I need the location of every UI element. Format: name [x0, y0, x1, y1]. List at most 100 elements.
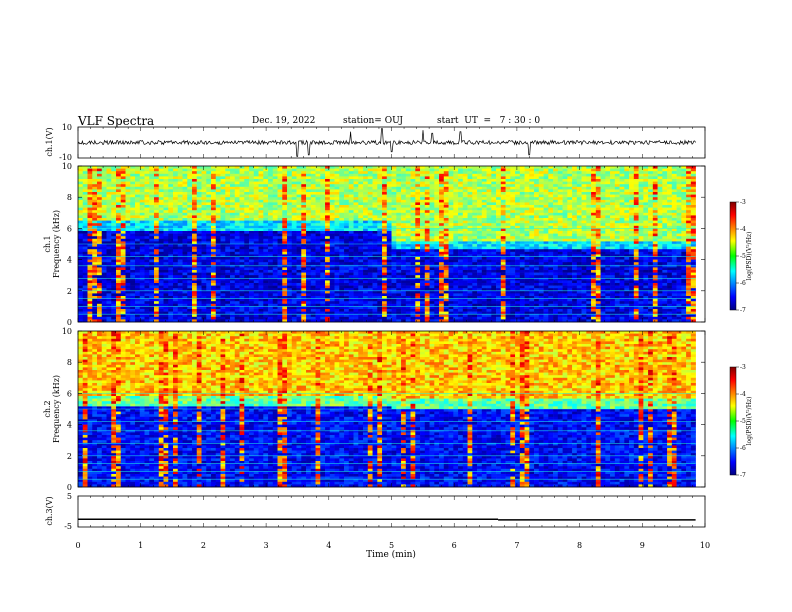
spectrogram-cell — [377, 298, 383, 302]
spectrogram-cell — [263, 192, 269, 195]
spectrogram-cell — [125, 233, 131, 237]
spectrogram-cell — [201, 251, 207, 255]
spectrogram-cell — [382, 202, 388, 206]
spectrogram-cell — [443, 244, 449, 247]
spectrogram-cell — [439, 316, 445, 320]
spectrogram-cell — [97, 171, 103, 175]
spectrogram-cell — [78, 210, 84, 214]
spectrogram-cell — [363, 257, 369, 260]
spectrogram-cell — [177, 223, 183, 227]
spectrogram-cell — [339, 251, 345, 255]
spectrogram-cell — [429, 207, 435, 211]
spectrogram-cell — [163, 225, 169, 229]
spectrogram-cell — [220, 231, 226, 234]
spectrogram-cell — [268, 270, 274, 273]
spectrogram-cell — [206, 314, 212, 318]
spectrogram-cell — [139, 288, 145, 292]
spectrogram-cell — [382, 223, 388, 227]
spectrogram-cell — [405, 316, 411, 320]
spectrogram-cell — [187, 267, 193, 271]
spectrogram-cell — [434, 228, 440, 232]
spectrogram-cell — [434, 259, 440, 263]
spectrogram-cell — [196, 314, 202, 318]
spectrogram-cell — [220, 272, 226, 276]
spectrogram-cell — [220, 314, 226, 318]
spectrogram-cell — [401, 280, 407, 284]
spectrogram-cell — [358, 233, 364, 237]
spectrogram-cell — [125, 316, 131, 320]
spectrogram-cell — [182, 192, 188, 195]
spectrogram-cell — [382, 285, 388, 289]
spectrogram-cell — [358, 311, 364, 315]
spectrogram-cell — [168, 285, 174, 289]
spectrogram-cell — [192, 184, 198, 188]
spectrogram-cell — [282, 241, 288, 245]
spectrogram-cell — [116, 241, 122, 245]
spectrogram-cell — [334, 231, 340, 234]
spectrogram-cell — [401, 246, 407, 250]
spectrogram-cell — [97, 228, 103, 232]
spectrogram-cell — [220, 290, 226, 294]
spectrogram-cell — [334, 280, 340, 284]
spectrogram-cell — [382, 309, 388, 312]
spectrogram-cell — [92, 290, 98, 294]
spectrogram-cell — [320, 173, 326, 177]
spectrogram-cell — [367, 194, 373, 198]
spectrogram-cell — [101, 251, 107, 255]
spectrogram-cell — [410, 166, 416, 169]
spectrogram-cell — [144, 288, 150, 292]
spectrogram-cell — [97, 218, 103, 221]
spectrogram-cell — [458, 202, 464, 206]
spectrogram-cell — [377, 210, 383, 214]
spectrogram-cell — [163, 257, 169, 260]
spectrogram-cell — [363, 194, 369, 198]
spectrogram-cell — [215, 254, 221, 258]
spectrogram-cell — [329, 210, 335, 214]
spectrogram-cell — [120, 262, 126, 266]
spectrogram-cell — [386, 251, 392, 255]
spectrogram-cell — [249, 285, 255, 289]
spectrogram-cell — [101, 241, 107, 245]
spectrogram-cell — [401, 212, 407, 216]
spectrogram-cell — [234, 303, 240, 307]
spectrogram-cell — [101, 246, 107, 250]
spectrogram-cell — [291, 236, 297, 240]
spectrogram-cell — [225, 189, 231, 193]
spectrogram-cell — [268, 272, 274, 276]
spectrogram-cell — [458, 285, 464, 289]
spectrogram-cell — [363, 311, 369, 315]
spectrogram-cell — [405, 272, 411, 276]
spectrogram-cell — [130, 254, 136, 258]
spectrogram-cell — [192, 173, 198, 177]
spectrogram-cell — [329, 205, 335, 208]
spectrogram-cell — [139, 233, 145, 237]
spectrogram-cell — [139, 225, 145, 229]
spectrogram-cell — [135, 301, 141, 305]
spectrogram-cell — [149, 283, 155, 286]
spectrogram-cell — [206, 233, 212, 237]
spectrogram-cell — [187, 202, 193, 206]
spectrogram-cell — [272, 231, 278, 234]
spectrogram-cell — [106, 290, 112, 294]
spectrogram-cell — [187, 306, 193, 310]
spectrogram-cell — [439, 246, 445, 250]
spectrogram-cell — [225, 192, 231, 195]
spectrogram-cell — [101, 199, 107, 203]
spectrogram-cell — [173, 301, 179, 305]
spectrogram-cell — [173, 202, 179, 206]
spectrogram-cell — [97, 210, 103, 214]
spectrogram-cell — [296, 275, 302, 279]
spectrogram-cell — [215, 197, 221, 201]
spectrogram-cell — [173, 275, 179, 279]
spectrogram-cell — [391, 186, 397, 190]
spectrogram-cell — [396, 236, 402, 240]
spectrogram-cell — [424, 231, 430, 234]
spectrogram-cell — [82, 262, 88, 266]
spectrogram-cell — [353, 259, 359, 263]
spectrogram-cell — [92, 270, 98, 273]
spectrogram-cell — [263, 277, 269, 281]
spectrogram-cell — [125, 298, 131, 302]
spectrogram-cell — [253, 199, 259, 203]
spectrogram-cell — [382, 241, 388, 245]
spectrogram-cell — [215, 316, 221, 320]
